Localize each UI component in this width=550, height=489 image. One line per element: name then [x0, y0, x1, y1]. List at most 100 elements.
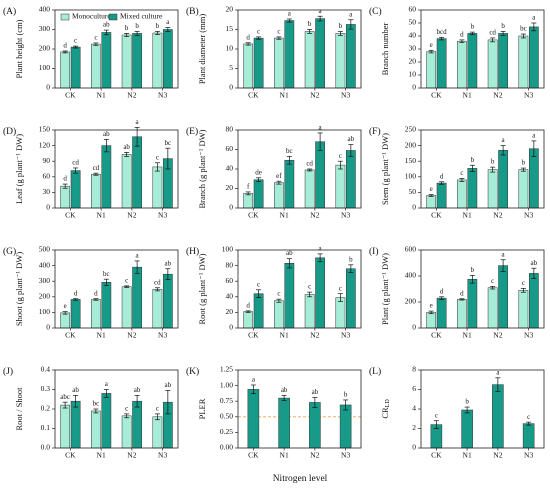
- plot-frame: [54, 369, 179, 449]
- bar: [528, 148, 539, 209]
- panel: (G)Shoot (g plant⁻¹ DW) 0 100 200 300 400 500 C…: [3, 245, 179, 340]
- bar: [152, 289, 163, 329]
- panel-label: (B): [186, 6, 199, 17]
- significance-letter: e: [430, 41, 433, 49]
- bar: [70, 170, 81, 209]
- y-axis-label: Root (g plant⁻¹ DW): [197, 253, 207, 324]
- x-tick-label: N2: [493, 211, 502, 220]
- y-tick-label: 200: [39, 44, 51, 53]
- panel: (E)Branch (g plant⁻¹ DW) 0 20 40 60 80 CK fde N1…: [186, 124, 362, 220]
- y-tick-label: 0: [46, 83, 50, 92]
- y-tick-label: 600: [405, 245, 417, 254]
- bar: [315, 141, 325, 209]
- plot-frame: [420, 9, 545, 89]
- plot-frame: [54, 9, 179, 89]
- significance-letter: b: [522, 159, 526, 167]
- x-tick-label: N2: [127, 451, 136, 460]
- legend-label: Monoculture: [72, 12, 111, 21]
- y-tick-label: 0: [229, 83, 233, 92]
- x-tick-label: N2: [127, 331, 136, 340]
- significance-letter: d: [246, 33, 250, 41]
- bar: [91, 410, 101, 449]
- bar: [132, 266, 142, 329]
- y-tick-label: 0: [46, 203, 50, 212]
- significance-letter: c: [527, 413, 530, 421]
- significance-letter: a: [349, 10, 353, 18]
- x-tick-label: N3: [341, 211, 350, 220]
- x-tick-label: N2: [310, 211, 319, 220]
- y-tick-label: 50: [409, 187, 417, 196]
- y-axis-label: Root / Shoot: [14, 387, 24, 431]
- significance-letter: c: [522, 279, 525, 287]
- significance-letter: c: [156, 153, 159, 161]
- y-axis-label-text: PLER: [197, 398, 207, 419]
- plot-frame: [420, 369, 545, 449]
- x-tick-label: N3: [524, 91, 533, 100]
- panel: (A)Plant height (cm)0100200300400CKdcN1c…: [3, 5, 179, 100]
- significance-letter: b: [501, 22, 505, 30]
- y-tick-label: 4: [412, 404, 416, 413]
- y-tick-label: 40: [409, 31, 417, 40]
- bar: [70, 46, 81, 89]
- significance-letter: a: [496, 368, 500, 376]
- bar: [253, 179, 264, 209]
- significance-letter: a: [166, 18, 170, 26]
- significance-letter: cd: [489, 29, 496, 37]
- y-tick-label: 0.4: [41, 365, 51, 374]
- y-tick-label: 0.1: [41, 423, 51, 432]
- significance-letter: d: [460, 289, 464, 297]
- bar: [304, 294, 315, 329]
- y-tick-label: 0.75: [220, 396, 233, 405]
- significance-letter: bc: [93, 400, 100, 408]
- x-tick-label: N3: [158, 331, 167, 340]
- bar: [436, 297, 447, 329]
- significance-letter: ab: [123, 143, 130, 151]
- significance-letter: d: [460, 31, 464, 39]
- bar: [253, 37, 264, 89]
- plot-frame: [54, 129, 179, 209]
- significance-letter: b: [156, 22, 160, 30]
- panel: (I)Plant (g plant⁻¹ DW)0200400600CKedN1d…: [369, 245, 545, 340]
- bar: [461, 409, 473, 449]
- significance-letter: ab: [281, 386, 288, 394]
- significance-letter: f: [247, 183, 250, 191]
- y-tick-label: 0.0: [41, 443, 51, 452]
- y-axis-label: Stem (g plant⁻¹ DW): [380, 133, 390, 205]
- bar: [101, 32, 112, 89]
- bar: [247, 389, 260, 449]
- bar: [91, 43, 101, 89]
- significance-letter: d: [440, 172, 444, 180]
- y-tick-label: 0: [229, 323, 233, 332]
- bar: [467, 279, 478, 329]
- x-tick-label: N3: [524, 211, 533, 220]
- plot-frame: [237, 249, 362, 329]
- significance-letter: d: [63, 175, 67, 183]
- significance-letter: a: [136, 252, 140, 260]
- significance-letter: ab: [103, 21, 110, 29]
- plot-frame: [237, 9, 362, 89]
- y-axis-label-text: Branch number: [380, 23, 390, 76]
- bar: [152, 32, 163, 89]
- significance-letter: c: [94, 34, 97, 42]
- bar: [309, 402, 321, 449]
- bar: [274, 300, 284, 329]
- y-tick-label: 200: [39, 292, 51, 301]
- bar: [91, 173, 101, 209]
- y-tick-label: 400: [39, 260, 51, 269]
- x-tick-label: N1: [97, 211, 106, 220]
- bar: [70, 400, 81, 449]
- significance-letter: c: [491, 277, 494, 285]
- significance-letter: c: [125, 276, 128, 284]
- y-axis-label: Branch (g plant⁻¹ DW): [197, 129, 207, 208]
- x-tick-label: N1: [97, 451, 106, 460]
- significance-letter: b: [471, 156, 475, 164]
- significance-letter: c: [257, 280, 260, 288]
- significance-letter: d: [94, 289, 98, 297]
- x-tick-label: N3: [524, 331, 533, 340]
- y-tick-label: 2: [412, 423, 416, 432]
- significance-letter: c: [460, 169, 463, 177]
- legend-swatch: [60, 13, 70, 21]
- y-tick-label: 0.00: [220, 443, 233, 452]
- significance-letter: c: [277, 290, 280, 298]
- y-tick-label: 15: [226, 24, 234, 33]
